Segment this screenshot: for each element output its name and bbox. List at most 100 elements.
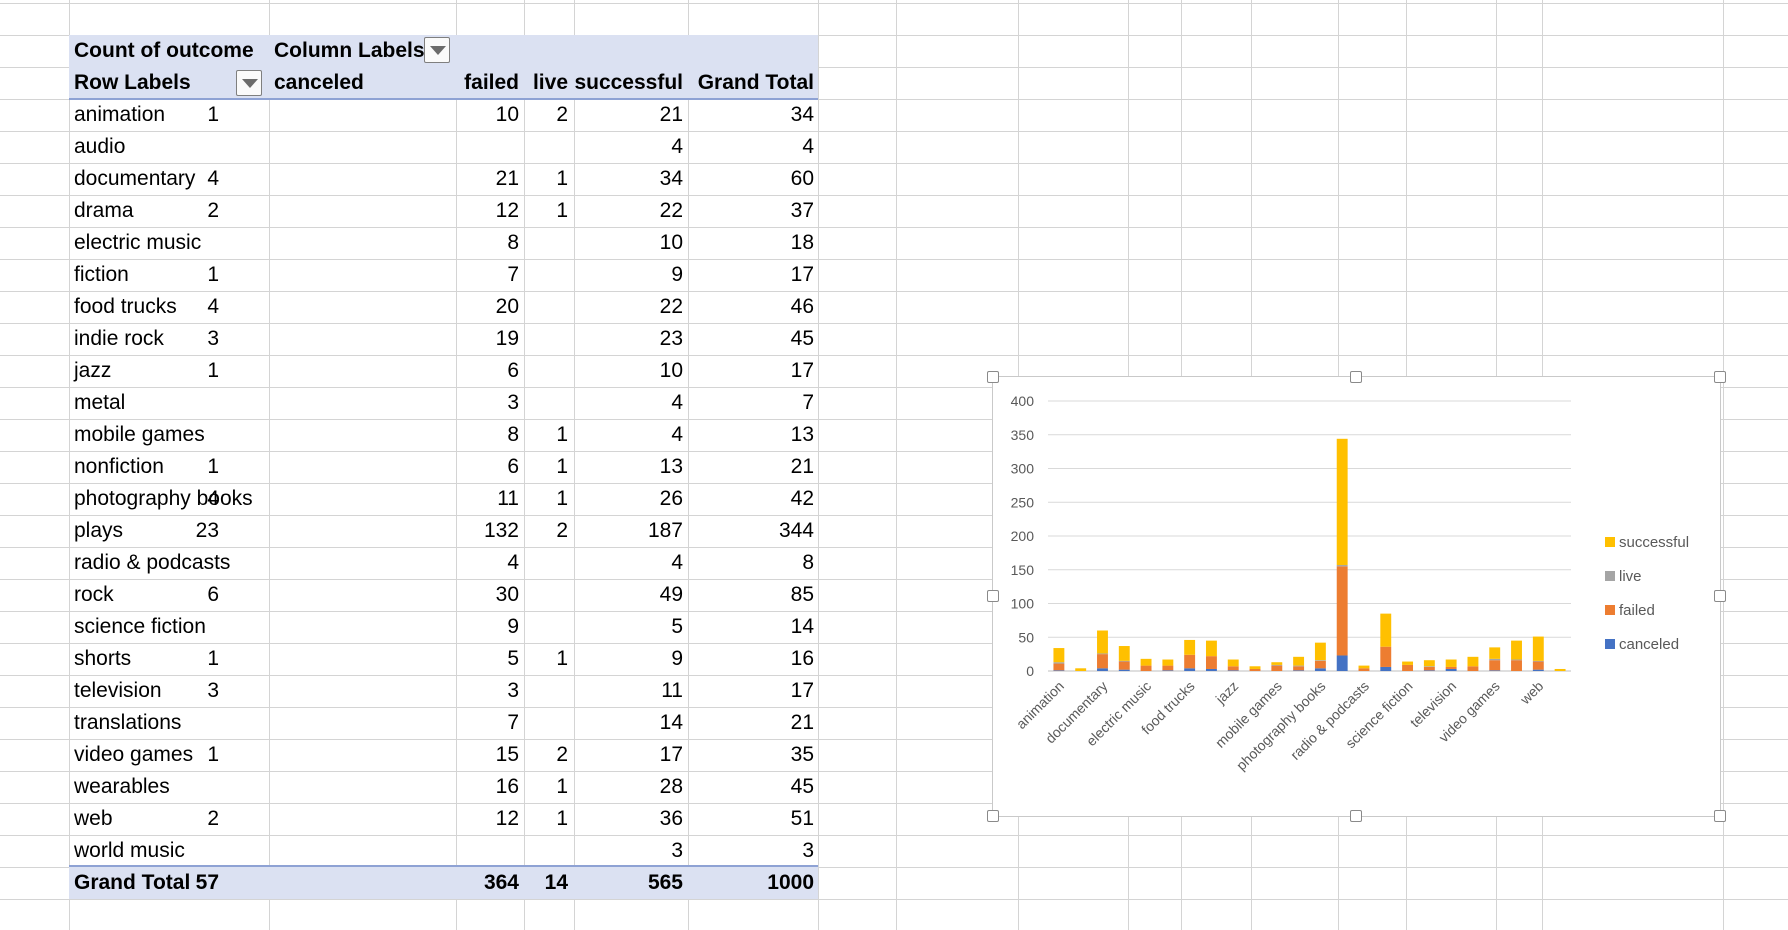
cell-grand-total[interactable]: 46 bbox=[790, 295, 814, 318]
cell-live[interactable]: 2 bbox=[556, 743, 568, 766]
cell-successful[interactable]: 21 bbox=[659, 103, 683, 126]
bar-segment-canceled[interactable] bbox=[1118, 669, 1130, 671]
bar-segment-canceled[interactable] bbox=[1532, 669, 1544, 671]
pivot-grand-total-row[interactable]: Grand Total 57 364 14 565 1000 bbox=[69, 865, 818, 899]
cell-live[interactable]: 2 bbox=[556, 519, 568, 542]
bar-segment-live[interactable] bbox=[1532, 660, 1544, 662]
cell-live[interactable]: 1 bbox=[556, 487, 568, 510]
pivot-row[interactable]: mobile games 8 1 4 13 bbox=[69, 419, 818, 451]
chart-resize-handle[interactable] bbox=[1714, 371, 1726, 383]
cell-grand-total[interactable]: 17 bbox=[790, 359, 814, 382]
cell-live[interactable]: 1 bbox=[556, 199, 568, 222]
cell-canceled[interactable]: 3 bbox=[207, 679, 219, 702]
cell-canceled[interactable]: 3 bbox=[207, 327, 219, 350]
bar-segment-failed[interactable] bbox=[1140, 665, 1152, 671]
pivot-row[interactable]: nonfiction 1 6 1 13 21 bbox=[69, 451, 818, 483]
cell-successful[interactable]: 9 bbox=[671, 263, 683, 286]
row-label[interactable]: audio bbox=[74, 135, 126, 158]
pivot-row[interactable]: animation 1 10 2 21 34 bbox=[69, 99, 818, 131]
bar-segment-successful[interactable] bbox=[1554, 668, 1566, 671]
bar-segment-successful[interactable] bbox=[1358, 665, 1370, 669]
row-label[interactable]: indie rock bbox=[74, 327, 164, 350]
column-header-canceled[interactable]: canceled bbox=[274, 71, 364, 94]
cell-grand-total[interactable]: 45 bbox=[790, 327, 814, 350]
bar-segment-failed[interactable] bbox=[1271, 665, 1283, 671]
cell-successful[interactable]: 23 bbox=[659, 327, 683, 350]
bar-segment-successful[interactable] bbox=[1205, 640, 1217, 657]
grand-total-successful[interactable]: 565 bbox=[647, 871, 683, 894]
cell-canceled[interactable]: 23 bbox=[195, 519, 219, 542]
legend-item-live[interactable]: live bbox=[1605, 567, 1642, 587]
cell-successful[interactable]: 4 bbox=[671, 551, 683, 574]
bar-segment-canceled[interactable] bbox=[1336, 655, 1348, 671]
pivot-row[interactable]: world music 3 3 bbox=[69, 835, 818, 867]
bar-segment-failed[interactable] bbox=[1467, 666, 1479, 671]
cell-canceled[interactable]: 4 bbox=[207, 295, 219, 318]
column-labels-header[interactable]: Column Labels bbox=[274, 39, 425, 62]
column-header-grand-total[interactable]: Grand Total bbox=[697, 71, 814, 94]
cell-failed[interactable]: 8 bbox=[507, 231, 519, 254]
bar-segment-successful[interactable] bbox=[1097, 630, 1108, 654]
row-label[interactable]: fiction bbox=[74, 263, 129, 286]
chart-object[interactable]: 0 50 100 150 200 250 300 350 400 animation documen… bbox=[987, 371, 1726, 822]
cell-failed[interactable]: 6 bbox=[507, 359, 519, 382]
pivot-row[interactable]: web 2 12 1 36 51 bbox=[69, 803, 818, 835]
bar-segment-successful[interactable] bbox=[1532, 636, 1544, 661]
cell-grand-total[interactable]: 3 bbox=[802, 839, 814, 862]
bar-segment-live[interactable] bbox=[1489, 658, 1501, 661]
bar-segment-failed[interactable] bbox=[1053, 663, 1065, 671]
cell-failed[interactable]: 9 bbox=[507, 615, 519, 638]
cell-successful[interactable]: 11 bbox=[661, 679, 683, 702]
chart-resize-handle[interactable] bbox=[1714, 810, 1726, 822]
column-labels-filter-button[interactable] bbox=[424, 37, 450, 63]
bar-segment-successful[interactable] bbox=[1140, 658, 1152, 666]
cell-live[interactable]: 1 bbox=[556, 807, 568, 830]
row-label[interactable]: electric music bbox=[74, 231, 202, 254]
cell-successful[interactable]: 4 bbox=[671, 423, 683, 446]
cell-live[interactable]: 2 bbox=[556, 103, 568, 126]
cell-successful[interactable]: 9 bbox=[671, 647, 683, 670]
cell-successful[interactable]: 36 bbox=[659, 807, 683, 830]
cell-grand-total[interactable]: 4 bbox=[802, 135, 814, 158]
chart-resize-handle[interactable] bbox=[1350, 810, 1362, 822]
bar-segment-successful[interactable] bbox=[1511, 640, 1522, 660]
cell-live[interactable]: 1 bbox=[556, 423, 568, 446]
bar-segment-successful[interactable] bbox=[1227, 659, 1239, 667]
pivot-row[interactable]: audio 4 4 bbox=[69, 131, 818, 163]
bar-segment-canceled[interactable] bbox=[1097, 668, 1108, 671]
bar-segment-failed[interactable] bbox=[1380, 646, 1392, 667]
bar-segment-live[interactable] bbox=[1053, 662, 1065, 664]
cell-failed[interactable]: 16 bbox=[495, 775, 519, 798]
chart-resize-handle[interactable] bbox=[1350, 371, 1362, 383]
row-label[interactable]: web bbox=[74, 807, 113, 830]
cell-successful[interactable]: 22 bbox=[659, 295, 683, 318]
cell-failed[interactable]: 15 bbox=[495, 743, 519, 766]
bar-segment-failed[interactable] bbox=[1249, 668, 1261, 671]
row-label[interactable]: food trucks bbox=[74, 295, 177, 318]
cell-grand-total[interactable]: 37 bbox=[790, 199, 814, 222]
bar-segment-live[interactable] bbox=[1293, 665, 1305, 667]
cell-grand-total[interactable]: 42 bbox=[790, 487, 814, 510]
chart-resize-handle[interactable] bbox=[1714, 590, 1726, 602]
cell-failed[interactable]: 12 bbox=[495, 807, 519, 830]
cell-successful[interactable]: 187 bbox=[647, 519, 683, 542]
cell-successful[interactable]: 4 bbox=[671, 135, 683, 158]
cell-canceled[interactable]: 1 bbox=[207, 263, 219, 286]
legend-item-canceled[interactable]: canceled bbox=[1605, 635, 1679, 655]
chart-resize-handle[interactable] bbox=[987, 371, 999, 383]
cell-failed[interactable]: 132 bbox=[483, 519, 519, 542]
bar-segment-canceled[interactable] bbox=[1293, 670, 1305, 671]
pivot-row[interactable]: rock 6 30 49 85 bbox=[69, 579, 818, 611]
cell-grand-total[interactable]: 13 bbox=[790, 423, 814, 446]
cell-successful[interactable]: 17 bbox=[659, 743, 683, 766]
cell-grand-total[interactable]: 85 bbox=[790, 583, 814, 606]
legend-item-successful[interactable]: successful bbox=[1605, 533, 1689, 553]
cell-canceled[interactable]: 1 bbox=[207, 455, 219, 478]
cell-failed[interactable]: 19 bbox=[495, 327, 519, 350]
cell-failed[interactable]: 4 bbox=[507, 551, 519, 574]
chart-resize-handle[interactable] bbox=[987, 590, 999, 602]
cell-grand-total[interactable]: 17 bbox=[790, 679, 814, 702]
row-label[interactable]: drama bbox=[74, 199, 134, 222]
grand-total-value[interactable]: 1000 bbox=[767, 871, 814, 894]
row-label[interactable]: world music bbox=[74, 839, 185, 862]
